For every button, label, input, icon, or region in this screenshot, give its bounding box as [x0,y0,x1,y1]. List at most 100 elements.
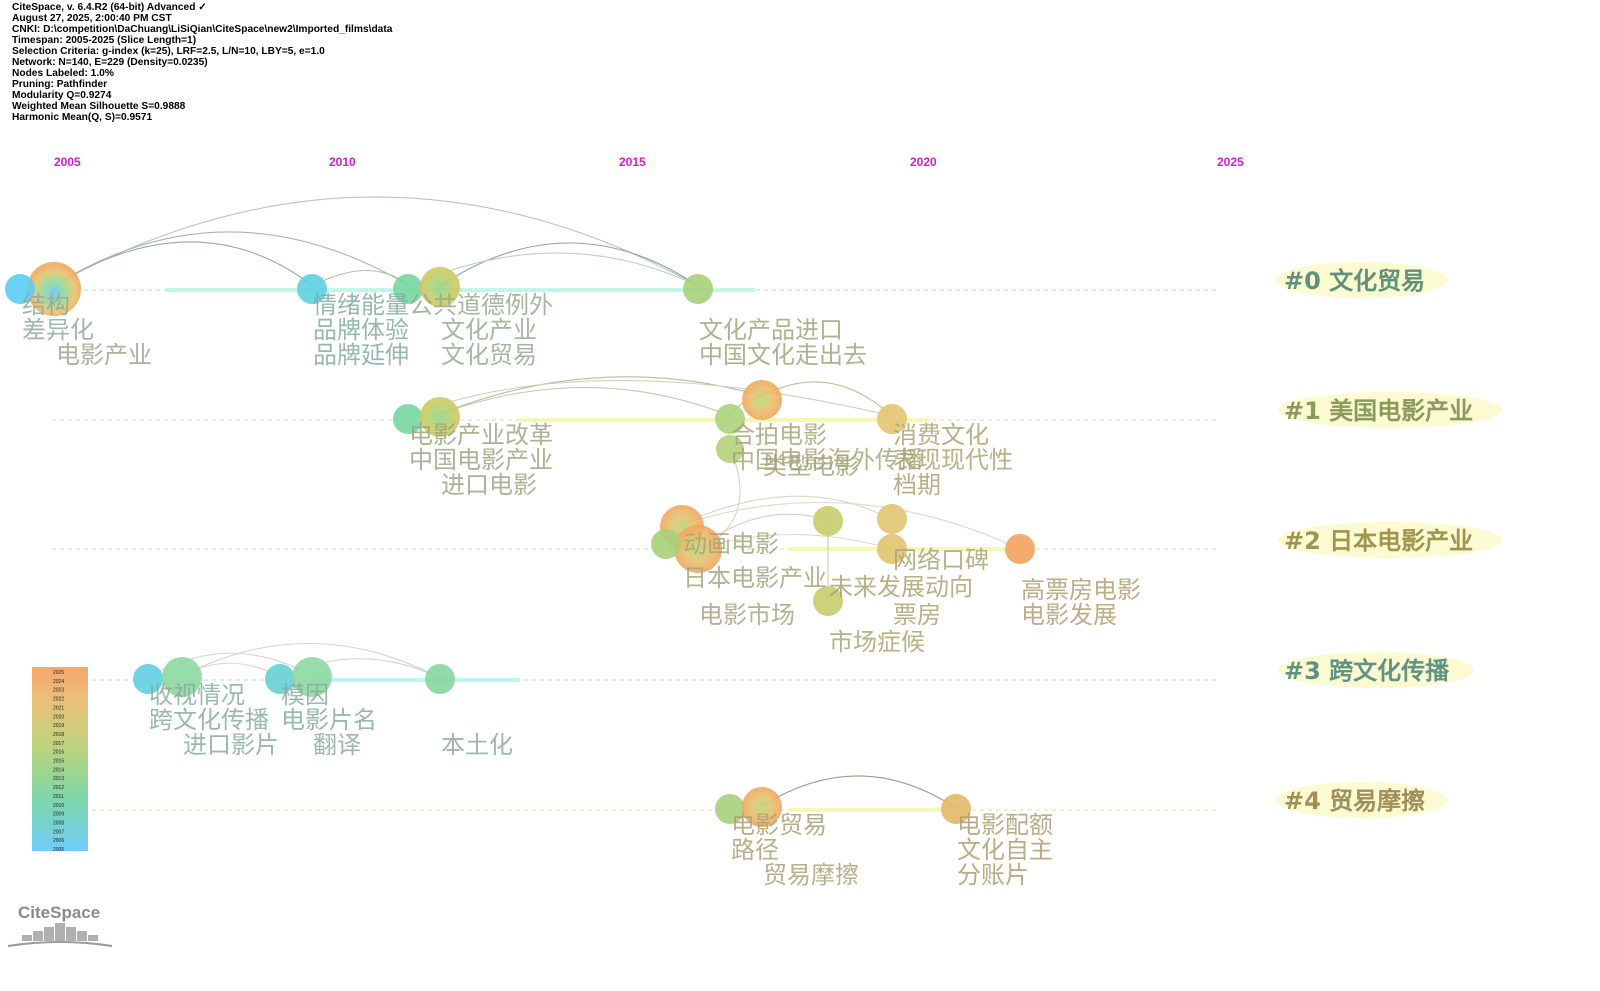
info-line: Timespan: 2005-2025 (Slice Length=1) [12,35,197,46]
parameter-info-block: CiteSpace, v. 6.4.R2 (64-bit) Advanced ✓… [12,2,392,123]
node-label: 市场症候 [829,628,925,656]
node-label: 品牌延伸 [313,341,409,369]
legend-year-label: 2025 [53,670,64,676]
node-label: 电影配额 [957,811,1053,839]
node-label: 进口影片 [183,731,279,759]
legend-year-label: 2007 [53,829,64,835]
link-arc [407,380,893,417]
info-line: Network: N=140, E=229 (Density=0.0235) [12,57,208,68]
node-xiaofei [877,404,907,434]
cluster-label-0: #0 文化贸易 [1276,262,1448,298]
span-2 [790,547,1030,551]
cluster-label-text: #1 美国电影产业 [1284,397,1473,425]
legend-year-label: 2019 [53,723,64,729]
node-label: 跨文化传播 [149,706,269,734]
cluster-label-text: #0 文化贸易 [1284,267,1425,295]
node-label: 收视情况 [149,681,245,709]
legend-year-label: 2020 [53,714,64,720]
node-label: 贸易摩擦 [763,861,859,889]
node-label: 差异化 [22,316,94,344]
node-jiegou [27,262,81,316]
legend-year-label: 2005 [53,847,64,853]
node-label: 模因 [281,681,329,709]
legend-gradient-bar [32,667,88,851]
link-arc [439,376,763,415]
info-line: Modularity Q=0.9274 [12,90,112,101]
info-line: Selection Criteria: g-index (k=25), LRF=… [12,46,325,57]
link-arc [679,501,1021,550]
node-label: 中国电影海外传播 [731,446,923,474]
nodes[interactable] [5,262,1035,827]
node-label: 品牌体验 [313,316,409,344]
cluster-label-2: #2 日本电影产业 [1278,522,1502,558]
cluster-label-text: #4 贸易摩擦 [1284,787,1425,815]
span-0 [165,288,755,292]
node-label: 表现现代性 [893,446,1013,474]
legend-year-label: 2014 [53,767,64,773]
node-gonggong [393,274,423,304]
node-label: 中国文化走出去 [699,341,867,369]
legend-year-label: 2008 [53,820,64,826]
node-bentuhua [425,664,455,694]
legend-year-label: 2017 [53,741,64,747]
legend-year-label: 2022 [53,697,64,703]
legend-year-label: 2012 [53,785,64,791]
year-axis: 2005 2010 2015 2020 2025 [54,155,1244,169]
node-small [5,274,35,304]
year-label: 2010 [329,155,356,169]
node-label: 高票房电影 [1021,576,1141,604]
node-label: 电影产业 [56,341,152,369]
node-weilai [813,506,843,536]
legend-year-label: 2016 [53,750,64,756]
info-line: CNKI: D:\competition\DaChuang\LiSiQian\C… [12,24,393,35]
link-arc [439,386,731,417]
span-4 [790,808,955,812]
node-label: 电影市场 [699,601,795,629]
node-label: 电影片名 [281,706,377,734]
node-label: 文化产品进口 [699,316,843,344]
legend-year-label: 2015 [53,759,64,765]
cluster-labels[interactable]: #0 文化贸易 #1 美国电影产业 #2 日本电影产业 #3 跨文化传播 #4 … [1276,262,1502,818]
node-label: 电影发展 [1021,601,1117,629]
node-label: 动画电影 [683,530,779,558]
legend-year-label: 2013 [53,776,64,782]
node-qingxu [297,274,327,304]
node-label: 情绪能量 [313,291,409,319]
link-arc [59,241,314,287]
node-riben [674,525,722,573]
node-label: 文化贸易 [441,341,537,369]
legend-ticks: 2025 2024 2023 2022 2021 2020 2019 2018 2017 2016… [53,670,64,853]
node-hepai [715,404,745,434]
info-line: Nodes Labeled: 1.0% [12,68,114,79]
year-label: 2025 [1217,155,1244,169]
node-label: 翻译 [313,731,361,759]
node-haiwai [716,435,744,463]
node-label: 网络口碑 [893,546,989,574]
node-label: 进口电影 [441,471,537,499]
node-peie [941,794,971,824]
cluster-label-text: #3 跨文化传播 [1284,657,1450,685]
cluster-label-4: #4 贸易摩擦 [1276,782,1448,818]
node-label: 票房 [893,601,941,629]
info-line: August 27, 2025, 2:00:40 PM CST [12,13,172,24]
link-arc [59,231,411,287]
node-shichang [813,586,843,616]
node-label: 消费文化 [893,421,989,449]
node-labels: 结构 差异化 电影产业 情绪能量 品牌体验 品牌延伸 公共道德例外 文化产业 文… [22,291,1141,889]
node-riben-b [651,529,681,559]
node-gaopiaofang [1005,534,1035,564]
legend-year-label: 2021 [53,705,64,711]
year-label: 2015 [619,155,646,169]
cluster-label-3: #3 跨文化传播 [1278,652,1474,688]
node-label: 公共道德例外 [409,291,553,319]
node-label: 文化自主 [957,836,1053,864]
node-maoyi [742,787,782,827]
node-label: 文化产业 [441,316,537,344]
cluster-label-text: #2 日本电影产业 [1284,527,1473,555]
legend-year-label: 2010 [53,803,64,809]
node-shoushi-a [133,664,163,694]
node-wenhuachanye [420,267,460,307]
legend-year-label: 2023 [53,688,64,694]
link-arc [761,775,957,809]
